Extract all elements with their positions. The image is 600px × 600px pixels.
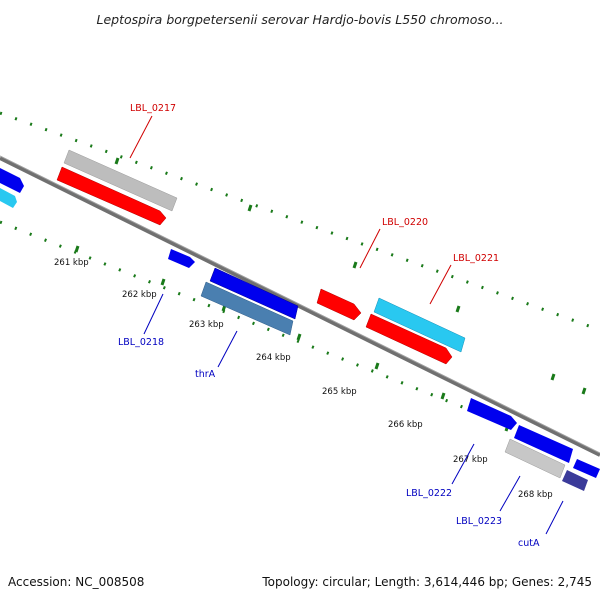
gene-feature-darkblue bbox=[562, 470, 588, 491]
tick-label: 262 kbp bbox=[122, 290, 157, 300]
gene-feature-grey bbox=[63, 149, 178, 212]
gene-feature-cyan bbox=[0, 188, 17, 208]
gene-feature-blue bbox=[467, 398, 517, 430]
chromosome-backbone-highlight bbox=[0, 155, 600, 454]
tick-label: 267 kbp bbox=[453, 455, 488, 465]
gene-label-thra: thrA bbox=[195, 369, 216, 380]
chromosome-backbone bbox=[0, 156, 600, 457]
outer-major-ticks bbox=[114, 157, 461, 313]
gene-label-lbl-0221: LBL_0221 bbox=[453, 253, 499, 264]
leader-lines-bottom bbox=[143, 293, 564, 535]
gene-feature-blue bbox=[573, 459, 600, 478]
gene-feature-red bbox=[56, 166, 167, 226]
gene-feature-blue bbox=[168, 249, 195, 268]
leader-lines-top bbox=[129, 115, 452, 305]
tick-label: 266 kbp bbox=[388, 420, 423, 430]
gene-feature-steel bbox=[200, 281, 294, 336]
gene-label-lbl-0217: LBL_0217 bbox=[130, 103, 176, 114]
tick-label: 263 kbp bbox=[189, 320, 224, 330]
gene-feature-blue bbox=[209, 267, 299, 320]
gene-label-lbl-0223: LBL_0223 bbox=[456, 516, 502, 527]
accession-text: Accession: NC_008508 bbox=[8, 575, 144, 589]
tick-label: 265 kbp bbox=[322, 387, 357, 397]
gene-feature-blue bbox=[0, 168, 24, 193]
map-title: Leptospira borgpetersenii serovar Hardjo… bbox=[96, 12, 503, 27]
gene-feature-grey bbox=[504, 438, 566, 479]
tick-label: 264 kbp bbox=[256, 353, 291, 363]
gene-label-lbl-0220: LBL_0220 bbox=[382, 217, 428, 228]
gene-feature-red bbox=[316, 288, 362, 321]
gene-label-lbl-0218: LBL_0218 bbox=[118, 337, 164, 348]
gene-feature-red bbox=[365, 313, 453, 365]
topology-summary-text: Topology: circular; Length: 3,614,446 bp… bbox=[261, 575, 592, 589]
gene-label-lbl-0222: LBL_0222 bbox=[406, 488, 452, 499]
gene-label-cuta: cutA bbox=[518, 538, 540, 549]
tick-label: 268 kbp bbox=[518, 490, 553, 500]
outer-dotted-ring bbox=[0, 111, 600, 332]
gene-feature-blue bbox=[514, 425, 573, 463]
tick-label: 261 kbp bbox=[54, 258, 89, 268]
gene-feature-cyan bbox=[373, 297, 466, 353]
